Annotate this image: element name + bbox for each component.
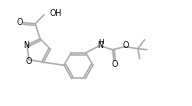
Text: N: N [23, 41, 29, 50]
Text: O: O [122, 41, 129, 50]
Text: O: O [26, 57, 32, 66]
Text: N: N [97, 41, 103, 50]
Text: O: O [111, 60, 118, 69]
Text: H: H [98, 39, 104, 45]
Text: O: O [17, 18, 23, 27]
Text: OH: OH [50, 9, 62, 18]
